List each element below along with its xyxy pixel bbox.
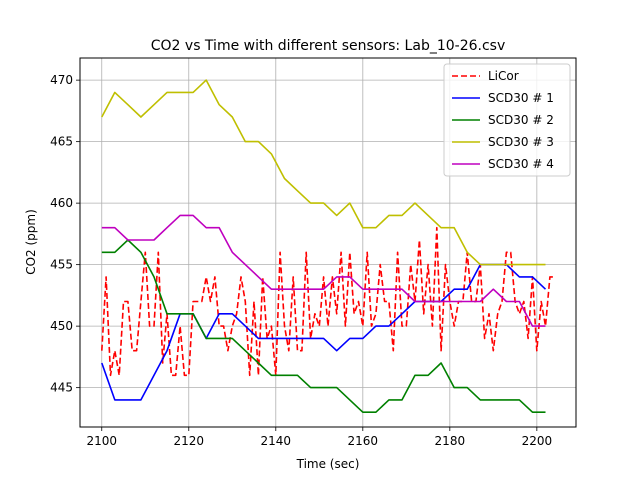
y-tick-label: 465 — [50, 135, 73, 149]
legend: LiCor SCD30 # 1 SCD30 # 2 SCD30 # 3 SCD30 # … — [443, 63, 571, 177]
y-tick-label: 455 — [50, 258, 73, 272]
y-axis-label: CO2 (ppm) — [24, 209, 38, 275]
x-tick-label: 2200 — [522, 434, 553, 448]
series-layer — [101, 79, 555, 414]
legend-entry: SCD30 # 4 — [488, 157, 554, 171]
legend-entry: SCD30 # 3 — [488, 135, 554, 149]
plot-frame — [79, 57, 577, 428]
legend-entry: SCD30 # 1 — [488, 91, 554, 105]
y-tick-label: 470 — [50, 73, 73, 87]
series-line-scd30-3 — [101, 79, 546, 266]
x-tick-label: 2100 — [86, 434, 117, 448]
chart-title: CO2 vs Time with different sensors: Lab_… — [151, 38, 505, 54]
y-tick-label: 460 — [50, 196, 73, 210]
x-tick-label: 2120 — [173, 434, 204, 448]
x-tick-label: 2160 — [348, 434, 379, 448]
y-axis: 445 450 455 460 465 470 — [50, 73, 80, 395]
x-tick-label: 2140 — [261, 434, 292, 448]
x-tick-label: 2180 — [435, 434, 466, 448]
series-line-scd30-2 — [101, 239, 546, 414]
legend-entry: LiCor — [488, 69, 519, 83]
y-tick-label: 445 — [50, 381, 73, 395]
series-line-licor — [101, 226, 555, 377]
x-axis-label: Time (sec) — [296, 457, 360, 471]
series-line-scd30-1 — [101, 263, 547, 401]
legend-box — [443, 63, 571, 177]
y-tick-label: 450 — [50, 319, 73, 333]
series-line-scd30-4 — [101, 214, 546, 327]
legend-entry: SCD30 # 2 — [488, 113, 554, 127]
x-axis: 2100 2120 2140 2160 2180 2200 — [86, 427, 552, 448]
